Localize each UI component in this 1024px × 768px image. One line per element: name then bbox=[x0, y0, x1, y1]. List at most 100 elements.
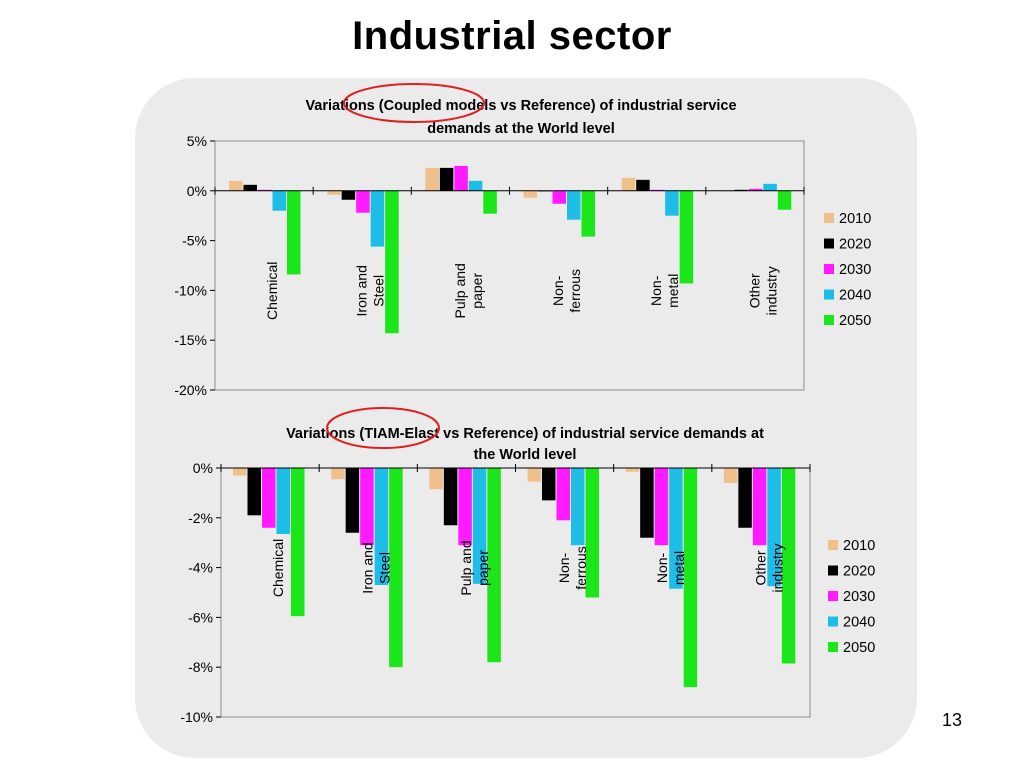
legend-label: 2020 bbox=[843, 564, 875, 580]
bar-2010 bbox=[429, 468, 443, 490]
bar-2030 bbox=[556, 468, 570, 521]
bar-2050 bbox=[483, 190, 497, 214]
bar-2020 bbox=[542, 468, 556, 501]
bar-2040 bbox=[767, 468, 781, 587]
bar-2020 bbox=[640, 468, 654, 538]
bar-2050 bbox=[585, 468, 599, 598]
category-label: Non-metal bbox=[654, 551, 687, 585]
category-label-line: Pulp and bbox=[458, 540, 474, 595]
category-label-line: Non- bbox=[556, 552, 572, 583]
category-label-line: Steel bbox=[377, 552, 393, 584]
legend-swatch-2050 bbox=[824, 315, 834, 325]
bar-2010 bbox=[621, 177, 636, 191]
bar-2020 bbox=[341, 190, 356, 200]
category-label-line: ferrous bbox=[573, 546, 589, 590]
bar-2040 bbox=[763, 183, 777, 191]
category-label: Pulp and paper bbox=[458, 540, 491, 595]
legend-swatch-2010 bbox=[828, 540, 838, 550]
plot-area bbox=[214, 140, 805, 391]
bar-2010 bbox=[723, 468, 738, 483]
bar-2040 bbox=[374, 468, 389, 586]
category-label: Other industry bbox=[752, 543, 785, 592]
slide-title: Industrial sector bbox=[352, 14, 672, 58]
category-label: Non-ferrous bbox=[556, 546, 589, 590]
bar-2050 bbox=[581, 190, 595, 237]
legend-label: 2010 bbox=[839, 211, 871, 227]
bar-2020 bbox=[243, 184, 257, 191]
category-label-line: Iron and bbox=[360, 542, 376, 593]
legend-swatch-2020 bbox=[824, 238, 834, 249]
category-label: Pulp and paper bbox=[452, 263, 485, 318]
bar-2050 bbox=[287, 190, 301, 275]
bar-2040 bbox=[567, 190, 581, 220]
category-label-line: paper bbox=[475, 550, 491, 586]
category-label-line: ferrous bbox=[567, 269, 583, 313]
y-tick-label: 0% bbox=[193, 460, 213, 476]
y-tick-label: -20% bbox=[174, 382, 207, 398]
category-label: Iron and Steel bbox=[354, 265, 387, 316]
bar-2020 bbox=[636, 179, 650, 191]
category-label-line: Chemical bbox=[264, 262, 280, 320]
bar-2010 bbox=[625, 468, 640, 472]
bar-2020 bbox=[443, 468, 458, 526]
bar-2050 bbox=[679, 190, 694, 284]
bar-2030 bbox=[752, 468, 767, 546]
category-label-line: Other bbox=[746, 273, 762, 308]
y-tick-label: -5% bbox=[182, 233, 207, 249]
bar-2020 bbox=[345, 468, 360, 533]
bar-2050 bbox=[781, 468, 796, 664]
category-label-line: Pulp and bbox=[452, 263, 468, 318]
bar-2020 bbox=[247, 468, 261, 516]
category-label-line: Other bbox=[752, 550, 768, 585]
highlight-circle bbox=[326, 407, 440, 449]
y-tick-label: -6% bbox=[188, 609, 213, 625]
bar-2030 bbox=[454, 165, 468, 191]
bar-2040 bbox=[276, 468, 290, 534]
chart-1: Variations (Coupled models vs Reference)… bbox=[174, 83, 871, 398]
y-tick-label: -2% bbox=[188, 510, 213, 526]
bar-2040 bbox=[468, 180, 483, 191]
bar-2030 bbox=[356, 190, 370, 213]
category-label-line: Non- bbox=[654, 552, 670, 583]
legend-label: 2010 bbox=[843, 538, 875, 554]
bar-2050 bbox=[683, 468, 698, 688]
category-label-line: Non- bbox=[648, 275, 664, 306]
bar-2050 bbox=[385, 190, 399, 334]
bar-2050 bbox=[777, 190, 792, 210]
category-label: Iron and Steel bbox=[360, 542, 393, 593]
y-tick-label: -10% bbox=[180, 709, 213, 725]
legend-label: 2020 bbox=[839, 237, 871, 253]
y-tick-label: -15% bbox=[174, 332, 207, 348]
page-number: 13 bbox=[941, 710, 962, 730]
category-label: Chemical bbox=[264, 262, 280, 320]
bar-2040 bbox=[665, 190, 679, 216]
legend-label: 2030 bbox=[839, 262, 871, 278]
plot-area bbox=[220, 467, 811, 718]
category-label: Non-ferrous bbox=[550, 269, 583, 313]
category-label: Non-metal bbox=[648, 274, 681, 308]
bar-2030 bbox=[458, 468, 472, 546]
y-tick-label: -10% bbox=[174, 282, 207, 298]
chart-2: Variations (TIAM-Elast vs Reference) of … bbox=[180, 407, 875, 725]
bar-2040 bbox=[571, 468, 585, 546]
chart-title: Variations (TIAM-Elast vs Reference) of … bbox=[286, 426, 764, 442]
category-label: Chemical bbox=[270, 539, 286, 597]
bar-2010 bbox=[327, 190, 341, 195]
category-label-line: Steel bbox=[371, 275, 387, 307]
legend-swatch-2040 bbox=[824, 289, 834, 300]
category-label-line: metal bbox=[665, 274, 681, 308]
category-label-line: Chemical bbox=[270, 539, 286, 597]
bar-2040 bbox=[272, 190, 286, 211]
category-label-line: paper bbox=[469, 273, 485, 309]
bar-2050 bbox=[487, 468, 501, 663]
legend-label: 2040 bbox=[843, 615, 875, 631]
bar-2050 bbox=[389, 468, 403, 668]
category-label-line: industry bbox=[769, 543, 785, 592]
legend-label: 2050 bbox=[839, 313, 871, 329]
legend-swatch-2020 bbox=[828, 565, 838, 576]
category-label-line: Non- bbox=[550, 275, 566, 306]
chart-title: the World level bbox=[474, 447, 577, 463]
y-tick-label: -8% bbox=[188, 659, 213, 675]
bar-2030 bbox=[262, 468, 276, 528]
